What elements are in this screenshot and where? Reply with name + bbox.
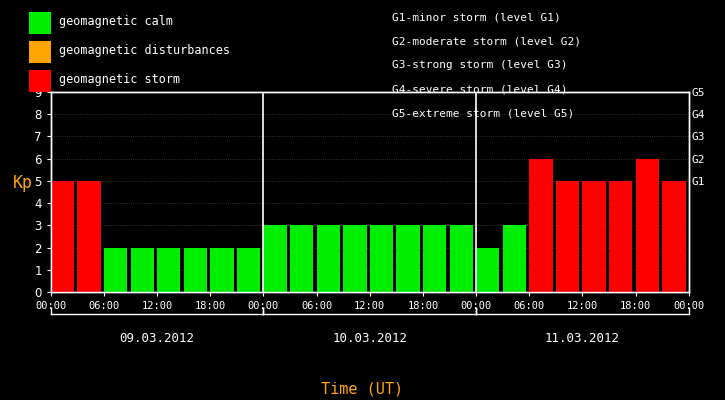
- Bar: [636, 159, 659, 292]
- Bar: [263, 225, 287, 292]
- Text: 10.03.2012: 10.03.2012: [332, 332, 407, 345]
- Bar: [662, 181, 686, 292]
- Bar: [104, 248, 128, 292]
- Bar: [130, 248, 154, 292]
- Text: geomagnetic storm: geomagnetic storm: [59, 73, 181, 86]
- Text: 11.03.2012: 11.03.2012: [545, 332, 620, 345]
- Bar: [370, 225, 393, 292]
- Text: G3-strong storm (level G3): G3-strong storm (level G3): [392, 60, 567, 70]
- Text: Time (UT): Time (UT): [321, 381, 404, 396]
- Bar: [237, 248, 260, 292]
- Bar: [582, 181, 606, 292]
- Bar: [609, 181, 632, 292]
- Bar: [423, 225, 447, 292]
- Bar: [450, 225, 473, 292]
- Text: G5-extreme storm (level G5): G5-extreme storm (level G5): [392, 108, 573, 118]
- Bar: [476, 248, 500, 292]
- Y-axis label: Kp: Kp: [13, 174, 33, 192]
- Bar: [397, 225, 420, 292]
- Text: G2-moderate storm (level G2): G2-moderate storm (level G2): [392, 36, 581, 46]
- Bar: [157, 248, 181, 292]
- Text: G4-severe storm (level G4): G4-severe storm (level G4): [392, 84, 567, 94]
- Text: G1-minor storm (level G1): G1-minor storm (level G1): [392, 12, 560, 22]
- Bar: [210, 248, 233, 292]
- Text: 09.03.2012: 09.03.2012: [120, 332, 194, 345]
- Bar: [51, 181, 74, 292]
- Bar: [317, 225, 340, 292]
- Bar: [343, 225, 367, 292]
- Text: geomagnetic calm: geomagnetic calm: [59, 16, 173, 28]
- Text: geomagnetic disturbances: geomagnetic disturbances: [59, 44, 231, 57]
- Bar: [183, 248, 207, 292]
- Bar: [290, 225, 313, 292]
- Bar: [556, 181, 579, 292]
- Bar: [502, 225, 526, 292]
- Bar: [529, 159, 552, 292]
- Bar: [78, 181, 101, 292]
